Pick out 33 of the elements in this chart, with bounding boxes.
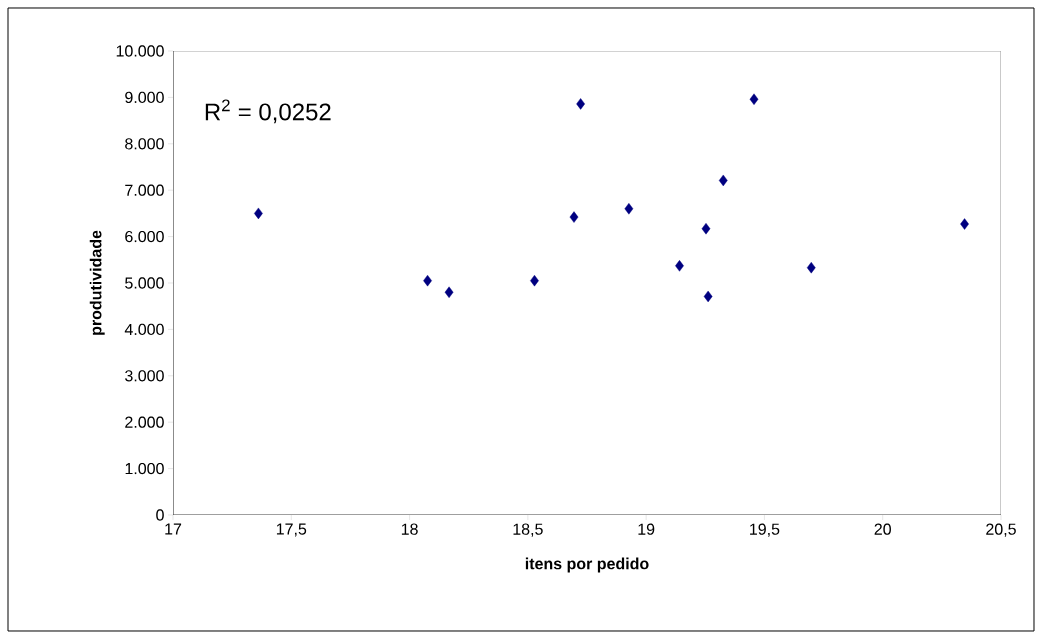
- point: [444, 286, 454, 298]
- y-tick-label: 4.000: [124, 323, 164, 336]
- x-tick-label: 19,5: [750, 523, 780, 537]
- x-tick-label: 20,5: [986, 523, 1016, 537]
- point: [675, 260, 684, 272]
- point: [718, 174, 728, 187]
- x-axis-title: itens por pedido: [525, 557, 649, 573]
- x-tick-label: 17: [165, 523, 182, 535]
- y-tick-label: 2.000: [125, 416, 164, 428]
- y-tick-label: 5.000: [125, 277, 164, 289]
- point: [701, 223, 711, 235]
- x-tick-label: 17,5: [276, 523, 307, 537]
- point: [624, 203, 634, 215]
- x-tick-label: 19: [638, 523, 655, 535]
- y-tick-label: 1.000: [125, 462, 164, 475]
- y-tick-label: 9.000: [125, 91, 164, 104]
- point: [806, 261, 816, 274]
- y-tick-label: 8.000: [125, 138, 164, 150]
- y-tick-label: 3.000: [125, 370, 164, 382]
- x-tick-label: 20: [874, 523, 891, 535]
- y-tick-label: 0: [156, 509, 164, 521]
- y-tick-label: 6.000: [125, 230, 164, 243]
- y-axis-title: produtividade: [89, 230, 105, 335]
- y-tick-label: 7.000: [125, 184, 164, 196]
- y-tick-label: 10.000: [116, 45, 164, 57]
- point: [960, 218, 969, 230]
- point: [576, 98, 585, 110]
- annotation: R$^{2}$ = 0,0252: [205, 99, 331, 124]
- point: [703, 290, 713, 303]
- x-tick-label: 18,5: [513, 523, 543, 537]
- point: [569, 211, 579, 223]
- x-tick-label: 18: [401, 523, 418, 535]
- point: [749, 93, 759, 105]
